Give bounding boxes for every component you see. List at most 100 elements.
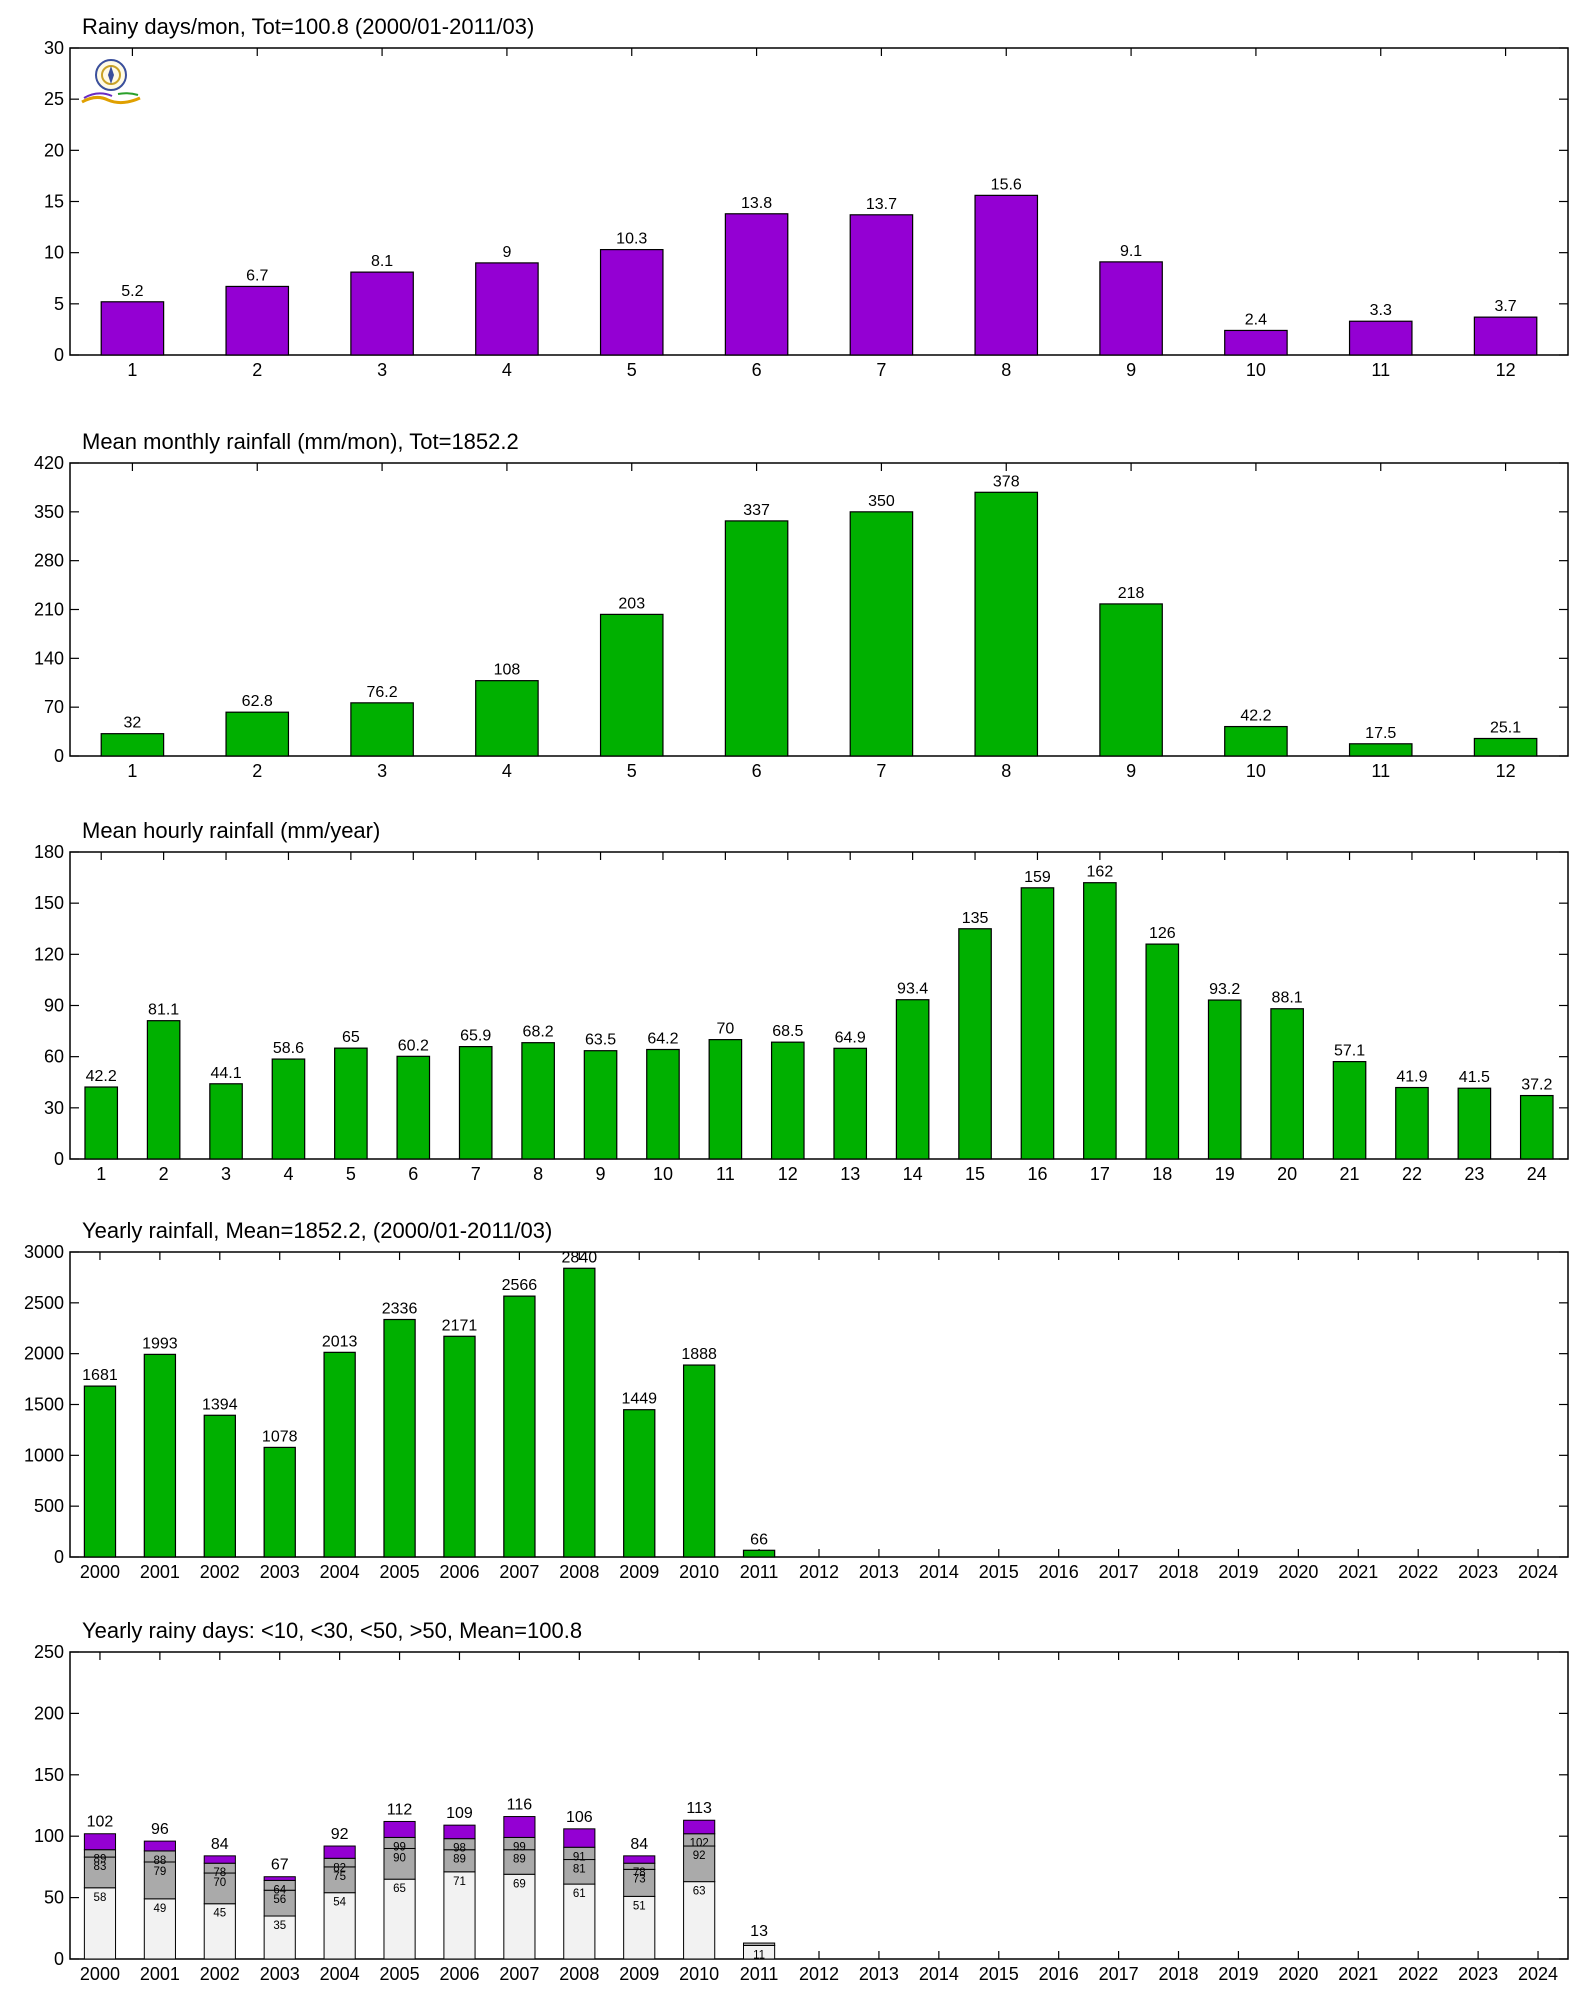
y-tick-label: 0 xyxy=(54,1149,64,1169)
segment-label: 58 xyxy=(94,1892,107,1904)
data-label: 76.2 xyxy=(367,684,398,701)
bar-segment xyxy=(83,1833,117,1851)
segment-label: 11 xyxy=(753,1949,765,1961)
bar xyxy=(1457,1087,1492,1160)
x-tick-label: 4 xyxy=(502,360,512,380)
data-label: 44.1 xyxy=(210,1065,241,1082)
y-tick-label: 15 xyxy=(44,192,64,212)
x-tick-label: 2014 xyxy=(919,1964,959,1984)
segment-label: 56 xyxy=(273,1894,286,1906)
data-label: 5.2 xyxy=(121,283,143,300)
x-tick-label: 2005 xyxy=(380,1562,420,1582)
x-tick-label: 2010 xyxy=(679,1964,719,1984)
data-label: 113 xyxy=(686,1800,712,1817)
y-tick-label: 280 xyxy=(34,551,64,571)
x-tick-label: 2018 xyxy=(1158,1562,1198,1582)
x-tick-label: 6 xyxy=(752,360,762,380)
x-tick-label: 2011 xyxy=(740,1562,779,1582)
bar xyxy=(646,1048,680,1160)
bar xyxy=(83,1385,117,1558)
bar-segment xyxy=(683,1881,716,1960)
segment-label: 71 xyxy=(453,1876,466,1888)
data-label: 1449 xyxy=(621,1391,657,1408)
x-tick-label: 2013 xyxy=(859,1562,899,1582)
bar xyxy=(599,613,664,757)
x-tick-label: 2006 xyxy=(439,1964,479,1984)
x-tick-label: 2001 xyxy=(140,1562,180,1582)
bar xyxy=(958,928,992,1160)
x-tick-label: 2006 xyxy=(439,1562,479,1582)
bar xyxy=(974,491,1039,757)
data-label: 13 xyxy=(750,1923,768,1940)
x-tick-label: 4 xyxy=(502,761,512,781)
data-label: 17.5 xyxy=(1365,725,1396,742)
bar xyxy=(724,520,789,757)
bar-segment xyxy=(203,1903,236,1960)
bar-segment xyxy=(83,1887,117,1960)
chart-yearly-rainy-days: Yearly rainy days: <10, <30, <50, >50, M… xyxy=(34,1618,1569,1984)
data-label: 106 xyxy=(566,1809,593,1826)
x-tick-label: 23 xyxy=(1464,1164,1484,1184)
data-label: 378 xyxy=(993,473,1020,490)
y-tick-label: 140 xyxy=(34,648,64,668)
x-tick-label: 11 xyxy=(1371,761,1390,781)
x-tick-label: 15 xyxy=(965,1164,985,1184)
bar xyxy=(350,702,414,757)
data-label: 65.9 xyxy=(460,1028,491,1045)
bar xyxy=(1473,737,1538,757)
segment-label: 83 xyxy=(94,1861,107,1873)
bar xyxy=(458,1046,493,1160)
x-tick-label: 6 xyxy=(408,1164,418,1184)
y-tick-label: 250 xyxy=(34,1642,64,1662)
segment-label: 70 xyxy=(213,1877,226,1889)
data-label: 3.7 xyxy=(1494,298,1516,315)
bar xyxy=(334,1047,368,1160)
bar xyxy=(1145,943,1180,1160)
x-tick-label: 10 xyxy=(1246,360,1266,380)
data-label: 2566 xyxy=(502,1277,538,1294)
x-tick-label: 2005 xyxy=(380,1964,420,1984)
segment-label: 54 xyxy=(333,1897,346,1909)
data-label: 203 xyxy=(618,595,645,612)
bar xyxy=(599,248,664,356)
plot-frame xyxy=(69,462,1569,757)
bar xyxy=(100,301,165,356)
data-label: 60.2 xyxy=(398,1037,429,1054)
x-tick-label: 2015 xyxy=(979,1964,1019,1984)
x-tick-label: 2024 xyxy=(1518,1562,1558,1582)
x-tick-label: 2013 xyxy=(859,1964,899,1984)
y-tick-label: 10 xyxy=(44,243,64,263)
bar xyxy=(503,1295,536,1558)
x-tick-label: 17 xyxy=(1090,1164,1110,1184)
x-tick-label: 16 xyxy=(1027,1164,1047,1184)
data-label: 15.6 xyxy=(991,176,1022,193)
segment-label: 88 xyxy=(153,1855,166,1867)
x-tick-label: 2023 xyxy=(1458,1964,1498,1984)
bar xyxy=(521,1042,555,1160)
bar-segment xyxy=(203,1872,236,1905)
data-label: 1681 xyxy=(82,1367,118,1384)
chart-title: Yearly rainy days: <10, <30, <50, >50, M… xyxy=(82,1618,582,1643)
segment-label: 63 xyxy=(693,1886,706,1898)
x-tick-label: 2015 xyxy=(979,1562,1019,1582)
x-tick-label: 6 xyxy=(752,761,762,781)
data-label: 337 xyxy=(743,502,770,519)
x-tick-label: 2010 xyxy=(679,1562,719,1582)
segment-label: 73 xyxy=(633,1873,646,1885)
x-tick-label: 2021 xyxy=(1338,1964,1378,1984)
data-label: 93.4 xyxy=(897,981,928,998)
x-tick-label: 2022 xyxy=(1398,1562,1438,1582)
x-tick-label: 2003 xyxy=(260,1562,300,1582)
x-tick-label: 2016 xyxy=(1039,1562,1079,1582)
bar xyxy=(1224,725,1288,757)
x-tick-label: 2019 xyxy=(1218,1562,1258,1582)
x-tick-label: 2023 xyxy=(1458,1562,1498,1582)
bar-segment xyxy=(503,1849,536,1875)
bar-segment xyxy=(683,1819,716,1835)
x-tick-label: 2007 xyxy=(499,1562,539,1582)
data-label: 63.5 xyxy=(585,1032,616,1049)
x-tick-label: 18 xyxy=(1152,1164,1172,1184)
segment-label: 69 xyxy=(513,1878,526,1890)
data-label: 112 xyxy=(387,1801,413,1818)
x-tick-label: 2003 xyxy=(260,1964,300,1984)
